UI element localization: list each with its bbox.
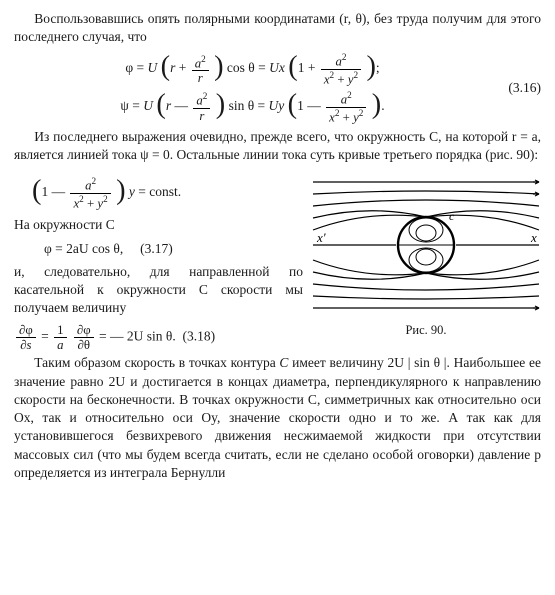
equation-streamline: (1 — a2x2 + y2 ) y = const.: [32, 176, 303, 210]
equation-number-3-16: (3.16): [491, 79, 541, 97]
figure-90-svg: x' x c: [311, 170, 541, 320]
equation-number-3-18: (3.18): [183, 329, 216, 344]
equation-3-18: ∂φ∂s = 1a ∂φ∂θ = — 2U sin θ. (3.18): [14, 323, 303, 352]
paragraph-1: Восполь­зовавшись опять полярными коорди…: [14, 10, 541, 46]
figure-label-x-left: x': [316, 230, 326, 245]
figure-label-x-right: x: [530, 230, 537, 245]
figure-90: x' x c Рис. 90.: [311, 170, 541, 339]
paragraph-2: Из последнего выражения очевидно, прежде…: [14, 128, 541, 164]
paragraph-4: и, следовательно, для направлен­ной по к…: [14, 263, 303, 318]
equation-3-17: φ = 2aU cos θ, (3.17): [44, 240, 303, 258]
equation-number-3-17: (3.17): [140, 241, 173, 256]
equation-3-16: φ = U (r + a2r ) cos θ = Ux (1 + a2x2 + …: [14, 52, 541, 124]
figure-caption: Рис. 90.: [311, 322, 541, 339]
figure-label-c: c: [449, 209, 455, 223]
equation-3-16-content: φ = U (r + a2r ) cos θ = Ux (1 + a2x2 + …: [14, 52, 491, 124]
paragraph-3: На окружности C: [14, 216, 303, 234]
paragraph-5: Таким образом скорость в точках контура …: [14, 354, 541, 482]
